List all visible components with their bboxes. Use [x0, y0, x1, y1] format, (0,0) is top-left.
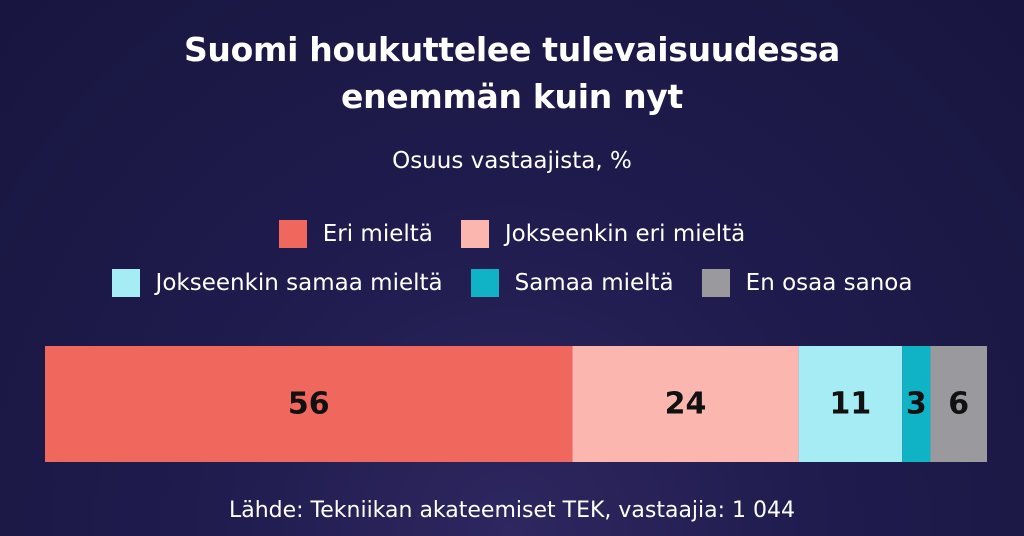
legend-item-jokseenkin-samaa-mielta: Jokseenkin samaa mieltä [111, 268, 443, 298]
source-note: Lähde: Tekniikan akateemiset TEK, vastaa… [228, 498, 796, 523]
bar-segment-jokseenkin-eri-mielta [572, 346, 799, 462]
legend-row-2: Jokseenkin samaa mieltä Samaa mieltä En … [0, 268, 1024, 298]
legend-label-eri-mielta: Eri mieltä [322, 221, 433, 247]
legend-item-en-osaa-sanoa: En osaa sanoa [701, 268, 913, 298]
bar-segment-jokseenkin-samaa-mielta [798, 346, 903, 462]
bar-label-eri-mielta: 56 [288, 387, 330, 422]
bar-label-samaa-mielta: 3 [906, 387, 927, 422]
bar-label-en-osaa-sanoa: 6 [948, 387, 969, 422]
legend-swatch-eri-mielta [278, 220, 307, 248]
bar-label-jokseenkin-eri-mielta: 24 [665, 387, 707, 422]
legend-item-eri-mielta: Eri mieltä [278, 219, 433, 249]
legend-swatch-jokseenkin-samaa-mielta [111, 269, 140, 297]
bar-segment-samaa-mielta [902, 346, 931, 462]
legend-label-jokseenkin-samaa-mielta: Jokseenkin samaa mieltä [155, 270, 443, 296]
legend-label-jokseenkin-eri-mielta: Jokseenkin eri mieltä [504, 221, 746, 247]
legend-swatch-samaa-mielta [470, 269, 499, 297]
chart-title-line-2: enemmän kuin nyt [341, 77, 683, 116]
chart-title: Suomi houkuttelee tulevaisuudessa enemmä… [0, 26, 1024, 120]
chart-subtitle: Osuus vastaajista, % [392, 148, 632, 174]
bar-label-jokseenkin-samaa-mielta: 11 [830, 387, 872, 422]
legend-item-samaa-mielta: Samaa mieltä [470, 268, 674, 298]
bar-segment-eri-mielta [45, 346, 573, 462]
legend-swatch-jokseenkin-eri-mielta [460, 220, 489, 248]
legend-swatch-en-osaa-sanoa [701, 269, 730, 297]
legend-item-jokseenkin-eri-mielta: Jokseenkin eri mieltä [460, 219, 746, 249]
legend-label-en-osaa-sanoa: En osaa sanoa [745, 270, 913, 296]
chart-title-line-1: Suomi houkuttelee tulevaisuudessa [183, 30, 841, 69]
bar-segment-en-osaa-sanoa [930, 346, 987, 462]
legend-label-samaa-mielta: Samaa mieltä [514, 270, 674, 296]
legend-row-1: Eri mieltä Jokseenkin eri mieltä [0, 219, 1024, 249]
